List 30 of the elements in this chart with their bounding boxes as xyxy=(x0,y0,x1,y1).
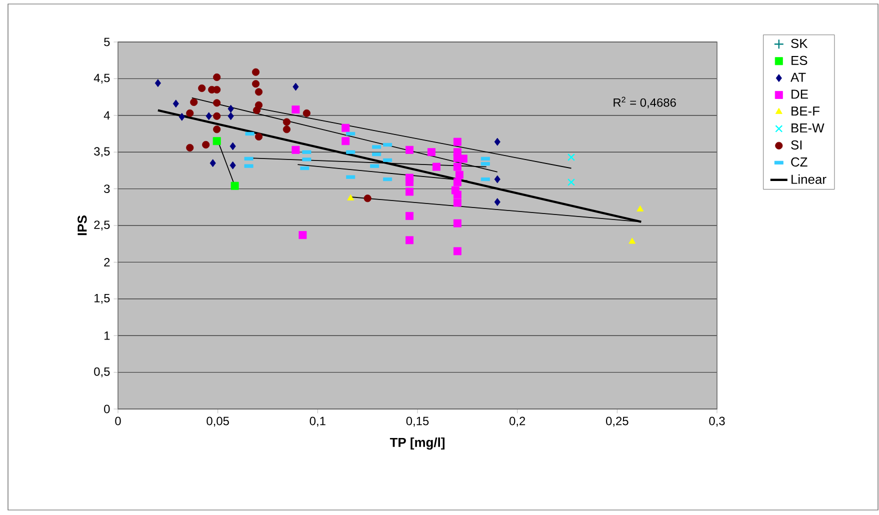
y-tick-label: 4,5 xyxy=(94,74,110,84)
legend-label: DE xyxy=(792,90,808,99)
legend-label: ES xyxy=(792,56,808,66)
x-tick-label: 0,05 xyxy=(206,416,229,427)
legend-label: AT xyxy=(790,72,806,82)
legend-label: SK xyxy=(791,38,808,48)
y-tick-label: 2,5 xyxy=(94,220,110,230)
x-tick-label: 0,25 xyxy=(606,416,628,427)
legend-label: BE-F xyxy=(792,106,820,116)
y-tick-label: 1,5 xyxy=(94,294,110,304)
x-tick-label: 0,1 xyxy=(310,416,326,427)
y-axis-title: IPS xyxy=(78,216,87,236)
y-tick-label: 0,5 xyxy=(94,367,110,378)
y-tick-label: 4 xyxy=(104,111,110,120)
y-tick-label: 5 xyxy=(104,38,110,46)
y-tick-label: 2 xyxy=(104,258,110,266)
legend-label: Linear xyxy=(792,174,826,184)
x-axis-title: TP [mg/l] xyxy=(390,437,444,450)
x-tick-label: 0,3 xyxy=(709,416,725,427)
y-tick-label: 1 xyxy=(104,331,110,340)
legend-label: BE-W xyxy=(792,124,824,132)
y-tick-label: 0 xyxy=(104,404,110,414)
y-tick-label: 3,5 xyxy=(94,147,110,158)
legend-label: SI xyxy=(791,140,802,150)
x-tick-label: 0 xyxy=(115,416,121,426)
annotation: R$^{2}$ = 0,4686 xyxy=(614,96,676,108)
y-tick-label: 3 xyxy=(104,184,110,194)
x-tick-label: 0,15 xyxy=(406,416,429,427)
x-tick-label: 0,2 xyxy=(509,416,526,427)
legend-label: CZ xyxy=(791,157,808,167)
